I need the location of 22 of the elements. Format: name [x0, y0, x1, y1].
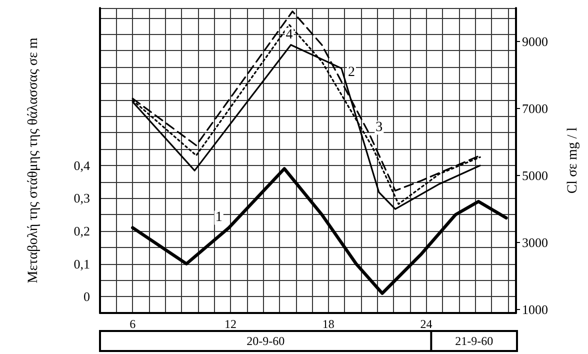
y-tick-label: 0,3: [74, 190, 90, 206]
y2-tick-label: 7000: [522, 101, 548, 116]
y-tick-label: 0: [84, 289, 90, 304]
y2-tick-label: 1000: [522, 302, 548, 318]
y-tick-label: 0,2: [74, 224, 90, 239]
text: 20-9-60: [246, 334, 285, 348]
series-label: 3: [376, 120, 383, 136]
y2-tick-label: 9000: [522, 34, 548, 50]
x-tick-label: 12: [224, 317, 237, 331]
y2-tick-label: 3000: [522, 235, 548, 250]
y2-tick-label: 5000: [522, 168, 548, 184]
y-tick-label: 0,4: [74, 158, 90, 173]
y2-axis-title: Cl σε mg / l: [566, 127, 580, 194]
y-axis-title: Μεταβολή της στάθμης της θάλασσας σε m: [26, 38, 41, 284]
x-tick-label: 6: [130, 317, 136, 331]
x-tick-label: 24: [420, 317, 432, 331]
series-label: 1: [215, 210, 222, 226]
series-label: 2: [348, 64, 355, 80]
y-tick-label: 0,1: [74, 256, 90, 272]
text: 21-9-60: [455, 334, 494, 348]
x-tick-label: 18: [322, 317, 334, 331]
series-label: 4: [286, 27, 293, 42]
